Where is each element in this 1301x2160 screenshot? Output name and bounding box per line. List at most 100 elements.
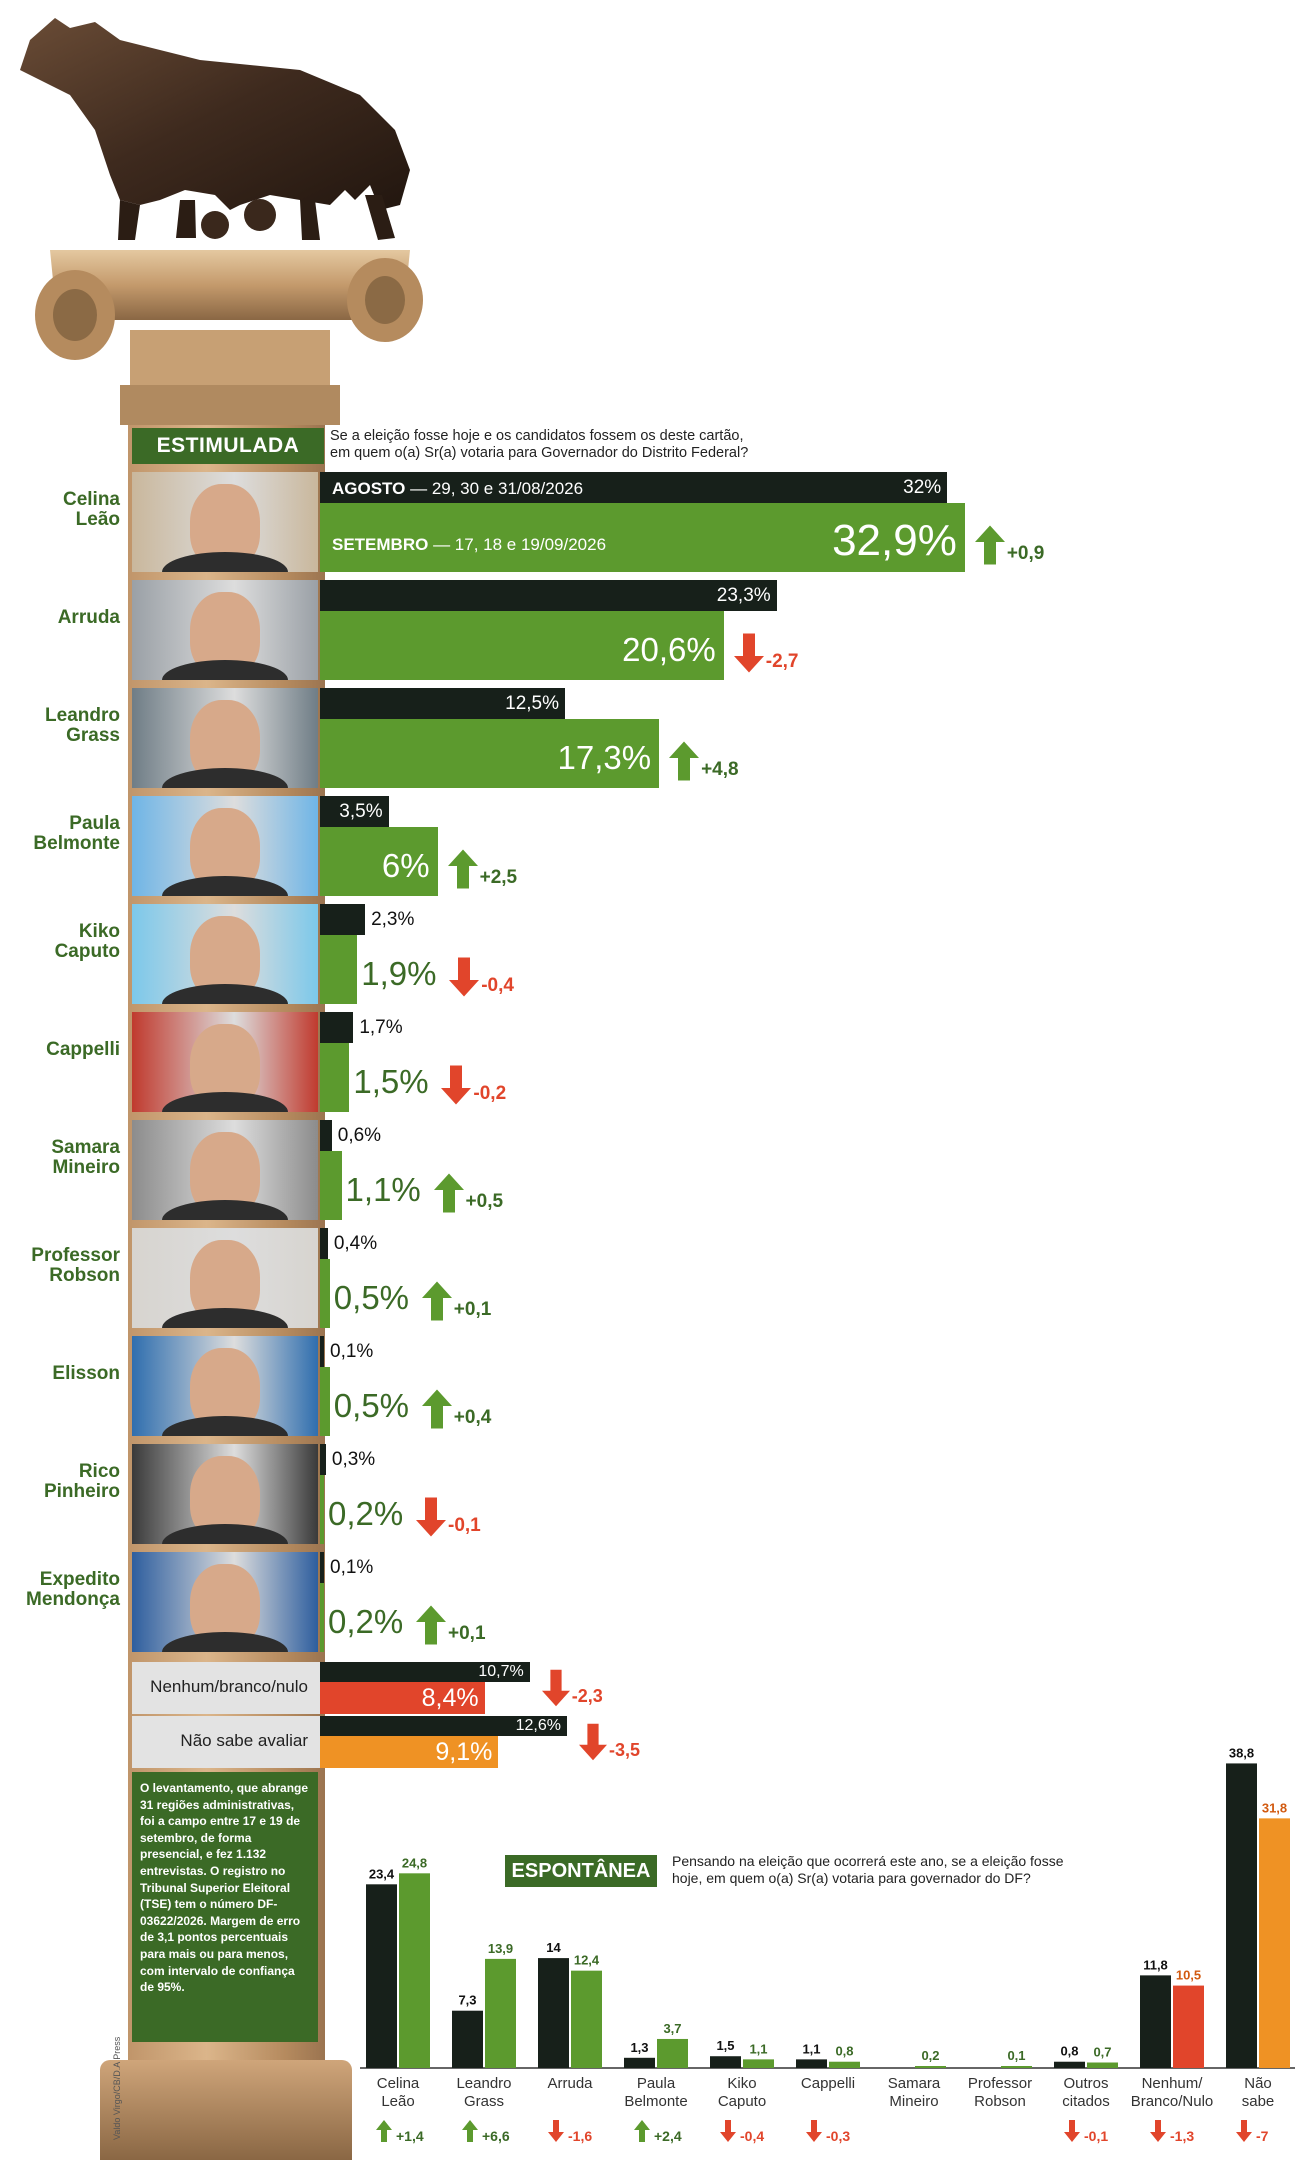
candidate-name-line-2: Mendonça	[26, 1589, 120, 1610]
september-bar	[320, 1259, 330, 1328]
esp-bar-previous	[1054, 2061, 1085, 2068]
esp-delta-arrow-icon	[720, 2120, 736, 2142]
candidate-name-line-1: Celina	[62, 489, 120, 510]
estimulada-tag: ESTIMULADA	[132, 428, 324, 464]
august-bar	[320, 1662, 530, 1682]
esp-bar-current	[829, 2061, 860, 2068]
candidate-photo	[132, 1228, 318, 1328]
candidate-name: Celina Leão	[0, 490, 120, 530]
candidate-name: Expedito Mendonça	[0, 1570, 120, 1610]
candidate-photo	[132, 796, 318, 896]
legend-august-dates: — 29, 30 e 31/08/2026	[405, 479, 584, 498]
esp-category-label: Kiko	[727, 2075, 756, 2092]
september-bar	[320, 719, 660, 788]
esp-value-previous: 14	[546, 1940, 561, 1955]
delta-value: +0,5	[465, 1191, 504, 1212]
august-value: 0,6%	[337, 1125, 382, 1146]
esp-value-current: 31,8	[1262, 1800, 1287, 1815]
candidate-shoulders	[162, 1308, 288, 1328]
esp-category-label: Belmonte	[624, 2093, 687, 2110]
esp-bar-current	[485, 1958, 516, 2068]
august-value: 1,7%	[359, 1017, 403, 1038]
candidate-name: Samara Mineiro	[0, 1138, 120, 1178]
esp-delta-value: +2,4	[654, 2128, 682, 2144]
esp-delta-value: -1,6	[568, 2128, 592, 2144]
legend-august: AGOSTO — 29, 30 e 31/08/2026	[332, 478, 583, 500]
delta-value: +2,5	[479, 867, 518, 888]
esp-value-current: 0,1	[1007, 2048, 1025, 2063]
delta-arrow-icon	[974, 525, 1005, 565]
esp-delta-value: +1,4	[396, 2128, 424, 2144]
esp-category-label: Leandro	[456, 2075, 511, 2092]
september-bar	[320, 503, 965, 572]
esp-value-current: 1,1	[749, 2041, 767, 2056]
esp-delta-arrow-icon	[462, 2120, 478, 2142]
september-value: 1,5%	[353, 1063, 429, 1100]
candidate-name-line-1: Professor	[31, 1245, 120, 1266]
september-value: 1,9%	[361, 955, 437, 992]
september-bar	[320, 611, 724, 680]
others-label: Não sabe avaliar	[180, 1731, 308, 1750]
delta-arrow-icon	[421, 1281, 452, 1321]
esp-category-label: Nenhum/	[1142, 2075, 1204, 2092]
esp-bar-current	[657, 2038, 688, 2068]
delta-arrow-icon	[449, 957, 480, 997]
august-bar	[320, 688, 565, 719]
september-bar	[320, 1682, 485, 1714]
august-value: 2,3%	[371, 909, 415, 930]
august-bar	[320, 1336, 324, 1367]
esp-delta-value: -7	[1256, 2128, 1269, 2144]
esp-bar-previous	[538, 1958, 569, 2068]
esp-bar-previous	[366, 1884, 397, 2068]
august-value: 0,1%	[330, 1557, 374, 1578]
candidate-name: Cappelli	[0, 1040, 120, 1060]
delta-arrow-icon	[541, 1668, 570, 1708]
esp-value-current: 24,8	[402, 1855, 427, 1870]
she-wolf-statue-illustration	[20, 18, 423, 425]
esp-category-label: sabe	[1242, 2093, 1275, 2110]
august-value: 0,3%	[331, 1449, 376, 1470]
candidate-name: Kiko Caputo	[0, 922, 120, 962]
candidate-name-line-2: Robson	[49, 1265, 120, 1286]
esp-bar-current	[915, 2066, 946, 2068]
legend-september: SETEMBRO — 17, 18 e 19/09/2026	[332, 534, 606, 556]
esp-category-label: Paula	[637, 2075, 676, 2092]
esp-bar-previous	[710, 2056, 741, 2068]
august-bar	[320, 1716, 567, 1736]
esp-category-label: Mineiro	[889, 2093, 938, 2110]
column-base	[100, 2060, 352, 2160]
esp-value-current: 12,4	[574, 1953, 600, 1968]
candidate-name-line-1: Kiko	[78, 921, 120, 942]
september-value: 20,6%	[622, 631, 716, 668]
candidate-name-line-2: Mineiro	[52, 1157, 120, 1178]
esp-value-previous: 1,3	[630, 2040, 648, 2055]
esp-category-label: Robson	[974, 2093, 1026, 2110]
september-bar	[320, 935, 358, 1004]
august-value: 0,1%	[330, 1341, 374, 1362]
esp-bar-current	[1001, 2066, 1032, 2068]
september-value: 0,2%	[328, 1603, 404, 1640]
candidate-name-line-2: Belmonte	[33, 833, 120, 854]
september-bar	[320, 827, 438, 896]
candidate-name-line-1: Expedito	[39, 1569, 120, 1590]
esp-category-label: Grass	[464, 2093, 504, 2110]
legend-september-bold: SETEMBRO	[332, 535, 429, 554]
delta-value: +0,1	[453, 1299, 492, 1320]
esp-delta-value: +6,6	[482, 2128, 510, 2144]
candidate-shoulders	[162, 984, 288, 1004]
august-value: 3,5%	[339, 801, 383, 822]
candidate-name-line-2: Pinheiro	[43, 1481, 120, 1502]
esp-bar-current	[1259, 1818, 1290, 2068]
delta-arrow-icon	[441, 1065, 472, 1105]
candidate-photo	[132, 904, 318, 1004]
delta-value: +4,8	[701, 759, 739, 780]
delta-arrow-icon	[433, 1173, 464, 1213]
candidate-name-line-1: Paula	[69, 813, 120, 834]
esp-category-label: citados	[1062, 2093, 1110, 2110]
esp-question-line-2: hoje, em quem o(a) Sr(a) votaria para go…	[672, 1870, 1031, 1886]
candidate-name: Elisson	[0, 1364, 120, 1384]
esp-value-current: 0,2	[921, 2048, 939, 2063]
september-value: 17,3%	[557, 739, 652, 776]
september-value: 0,5%	[333, 1387, 410, 1424]
delta-value: -2,7	[765, 651, 799, 672]
